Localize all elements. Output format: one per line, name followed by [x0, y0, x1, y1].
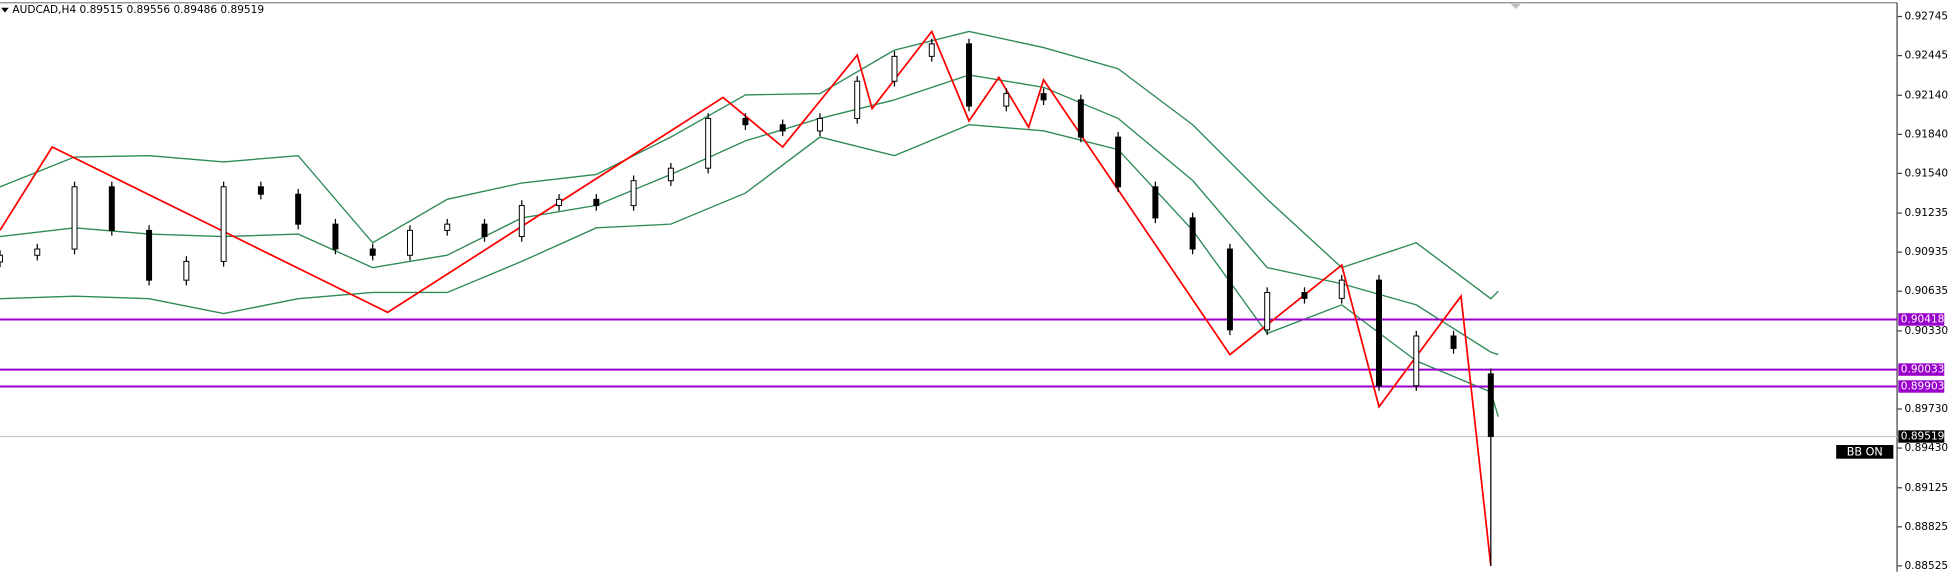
- price-label-box: [1898, 430, 1945, 443]
- candle-body: [854, 80, 861, 119]
- y-tick-label: 0.88825: [1905, 521, 1948, 533]
- level-label: 0.90418: [1901, 313, 1945, 325]
- level-label-box: [1898, 313, 1945, 326]
- indicator-badge-label: BB ON: [1847, 445, 1883, 458]
- y-tick-label: 0.91540: [1905, 167, 1948, 179]
- candle-body: [444, 223, 451, 231]
- indicator-badge: [1836, 445, 1894, 459]
- candle-body: [1376, 279, 1382, 387]
- candle-body: [1226, 248, 1233, 331]
- candle-body: [1152, 186, 1159, 219]
- zigzag-line: [0, 29, 1492, 566]
- level-label: 0.89903: [1901, 380, 1945, 392]
- candle-body: [295, 193, 302, 225]
- y-tick-label: 0.90330: [1905, 325, 1948, 337]
- candle-body: [1338, 279, 1345, 299]
- candle-body: [891, 55, 898, 82]
- candle-body: [1413, 335, 1420, 387]
- chart-title: AUDCAD,H4 0.89515 0.89556 0.89486 0.8951…: [12, 4, 264, 16]
- candle-body: [332, 223, 339, 250]
- candle-body: [1115, 136, 1122, 188]
- y-tick-label: 0.91235: [1905, 207, 1948, 219]
- level-label-box: [1898, 363, 1945, 376]
- candle-body: [667, 167, 674, 182]
- y-tick-label: 0.89125: [1905, 482, 1948, 494]
- bollinger-band: [0, 30, 1499, 300]
- candle-body: [34, 248, 41, 256]
- level-label-box: [1898, 380, 1945, 393]
- y-tick-label: 0.89730: [1905, 403, 1948, 415]
- collapse-icon[interactable]: [1, 7, 9, 13]
- y-tick-label: 0.92745: [1905, 11, 1948, 23]
- y-tick-label: 0.89430: [1905, 442, 1948, 454]
- candle-body: [481, 223, 488, 238]
- shift-marker[interactable]: [1510, 3, 1521, 9]
- candle-body: [183, 260, 190, 281]
- candle-body: [0, 254, 3, 263]
- candle-body: [1450, 335, 1457, 349]
- candle-body: [816, 117, 823, 132]
- candle-body: [220, 186, 227, 262]
- candle-body: [146, 229, 153, 281]
- y-tick-label: 0.90635: [1905, 285, 1948, 297]
- candle-body: [108, 186, 115, 231]
- candle-body: [630, 180, 637, 207]
- price-label: 0.89519: [1901, 430, 1945, 442]
- candle-body: [518, 205, 525, 238]
- y-tick-label: 0.88525: [1905, 560, 1948, 572]
- level-label: 0.90033: [1901, 364, 1945, 376]
- candle-body: [1040, 93, 1047, 101]
- candle-body: [1487, 373, 1494, 437]
- candle-body: [1189, 217, 1196, 250]
- candle-body: [406, 229, 413, 256]
- y-tick-label: 0.92140: [1905, 89, 1948, 101]
- y-tick-label: 0.90935: [1905, 246, 1948, 258]
- candle-body: [1003, 93, 1010, 107]
- candle-body: [779, 124, 786, 132]
- y-tick-label: 0.91840: [1905, 128, 1948, 140]
- candle-body: [705, 117, 712, 169]
- candle-body: [257, 186, 264, 195]
- candle-body: [1301, 292, 1308, 299]
- candle-body: [593, 198, 600, 207]
- candle-body: [71, 186, 78, 250]
- candle-body: [966, 43, 973, 107]
- candle-body: [369, 248, 376, 256]
- candle-body: [742, 117, 749, 126]
- candle-body: [928, 43, 935, 57]
- candle-body: [556, 198, 563, 207]
- y-tick-label: 0.92445: [1905, 50, 1948, 62]
- candle-body: [1077, 99, 1084, 138]
- candle-body: [1264, 292, 1271, 331]
